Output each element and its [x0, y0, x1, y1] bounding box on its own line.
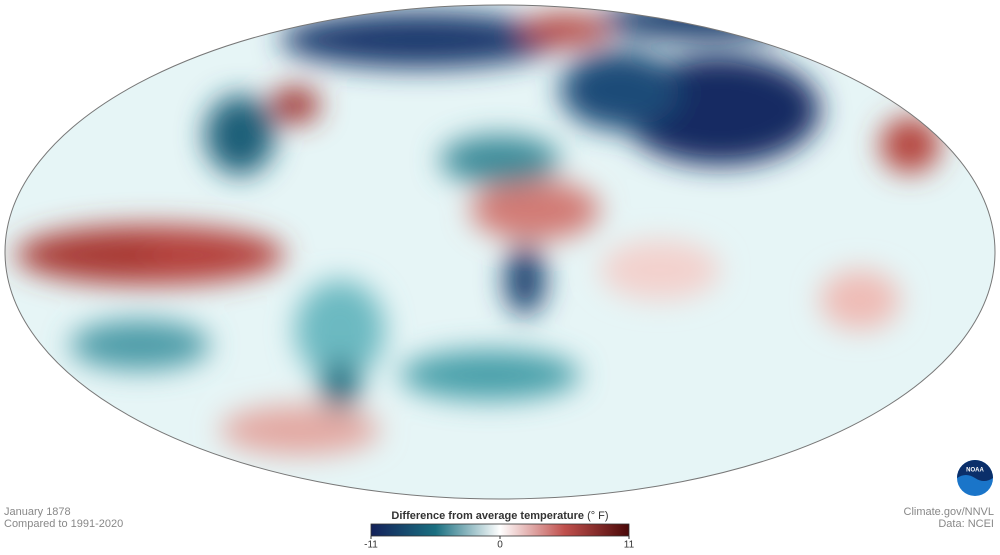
colorbar — [370, 523, 630, 537]
colorbar-tick-label: -11 — [364, 540, 378, 551]
colorbar-unit: (° F) — [587, 510, 609, 522]
noaa-logo: NOAA — [957, 460, 993, 496]
colorbar-title: Difference from average temperature — [391, 510, 584, 522]
colorbar-heading: Difference from average temperature (° F… — [391, 510, 608, 522]
logo-text: NOAA — [966, 468, 984, 474]
globe-outline — [4, 4, 996, 500]
colorbar-tick-label: 11 — [624, 540, 635, 551]
anomaly-map — [5, 5, 995, 499]
caption-date: January 1878 — [4, 506, 71, 518]
credit-source: Climate.gov/NNVL — [904, 506, 994, 518]
colorbar-tick-label: 0 — [497, 540, 503, 551]
credit-data: Data: NCEI — [938, 518, 994, 530]
caption-baseline: Compared to 1991-2020 — [4, 518, 123, 530]
